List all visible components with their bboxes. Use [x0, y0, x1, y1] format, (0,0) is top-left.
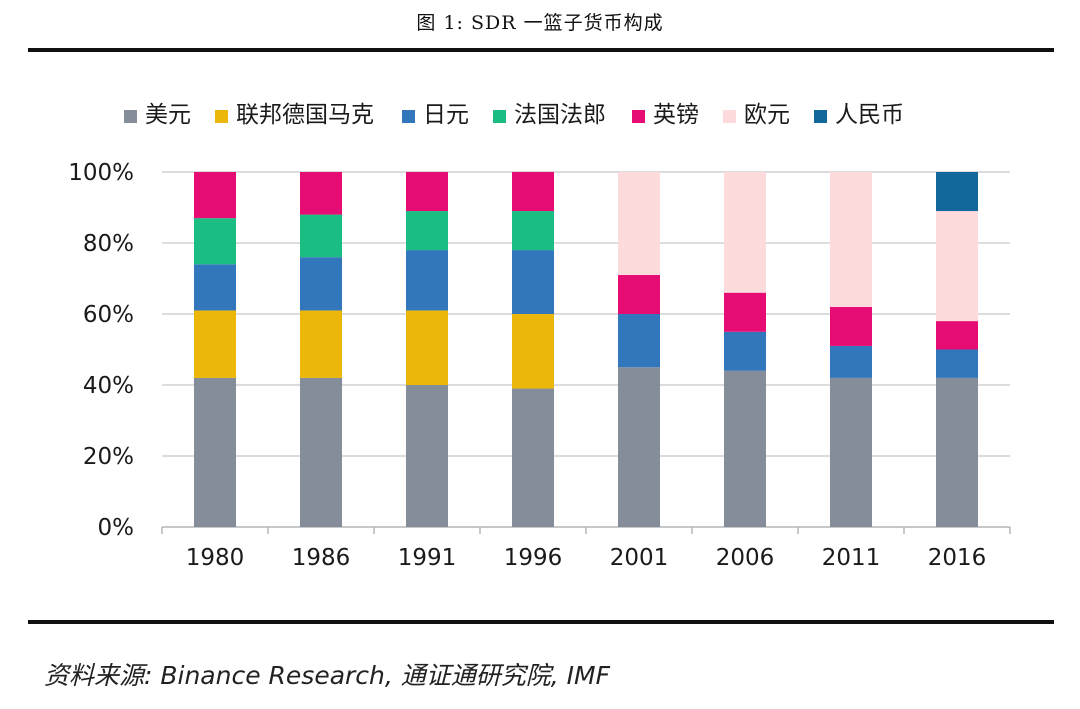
bar-segment — [830, 377, 872, 527]
legend-swatch — [493, 110, 506, 123]
legend-swatch — [124, 110, 137, 123]
bar-segment — [724, 370, 766, 527]
bar-segment — [830, 306, 872, 346]
bar-segment — [194, 377, 236, 527]
bar-segment — [194, 310, 236, 378]
legend-swatch — [402, 110, 415, 123]
bar-segment — [300, 310, 342, 378]
bottom-rule — [28, 620, 1054, 624]
x-tick-label: 1996 — [504, 545, 563, 571]
bar-segment — [936, 172, 978, 212]
bar-segment — [406, 385, 448, 527]
legend-label: 法国法郎 — [514, 102, 606, 128]
legend-swatch — [814, 110, 827, 123]
legend-label: 欧元 — [744, 102, 790, 128]
bar-segment — [512, 314, 554, 389]
legend-label: 美元 — [145, 102, 191, 128]
x-tick-label: 2011 — [822, 545, 881, 571]
x-tick-label: 1980 — [186, 545, 245, 571]
source-note: 资料来源: Binance Research, 通证通研究院, IMF — [44, 661, 611, 690]
y-tick-label: 60% — [83, 302, 134, 328]
legend-swatch — [723, 110, 736, 123]
bar-segment — [512, 211, 554, 251]
bar-segment — [406, 211, 448, 251]
bar-segment — [618, 367, 660, 527]
bar-segment — [194, 264, 236, 311]
stacked-bar-chart: 0% 20% 40% 60% 80% 100% 1980 1986 1991 1996 2001 20… — [68, 102, 1011, 571]
bar-segment — [512, 250, 554, 314]
bar-segment — [936, 377, 978, 527]
y-tick-label: 20% — [83, 444, 134, 470]
bar-segment — [936, 349, 978, 378]
bar-segment — [300, 377, 342, 527]
figure-title: 图 1: SDR 一篮子货币构成 — [416, 12, 664, 34]
x-tick-label: 1986 — [292, 545, 351, 571]
bar-segment — [300, 257, 342, 311]
legend-swatch — [215, 110, 228, 123]
x-tick-label: 2001 — [610, 545, 669, 571]
x-tick-label: 2016 — [928, 545, 987, 571]
bar-segment — [406, 310, 448, 385]
x-tick-label: 2006 — [716, 545, 775, 571]
bar-segment — [194, 218, 236, 265]
y-tick-label: 40% — [83, 373, 134, 399]
legend-label: 英镑 — [653, 102, 699, 128]
bar-segment — [406, 172, 448, 212]
bar-segment — [512, 172, 554, 212]
bar-segment — [300, 214, 342, 258]
y-tick-label: 80% — [83, 231, 134, 257]
bar-segment — [936, 211, 978, 322]
top-rule — [28, 48, 1054, 52]
bar-segment — [724, 331, 766, 371]
legend-label: 人民币 — [835, 102, 904, 128]
y-tick-label: 100% — [68, 160, 134, 186]
x-tick-label: 1991 — [398, 545, 457, 571]
bar-segment — [724, 292, 766, 332]
legend-label: 联邦德国马克 — [236, 102, 374, 128]
bar-segment — [618, 274, 660, 314]
bar-segment — [936, 321, 978, 350]
legend-swatch — [632, 110, 645, 123]
bar-segment — [300, 172, 342, 215]
bar-segment — [406, 250, 448, 311]
bar-segment — [194, 172, 236, 219]
bar-segment — [830, 345, 872, 378]
bar-segment — [724, 172, 766, 293]
bar-segment — [512, 388, 554, 527]
bar-segment — [618, 172, 660, 275]
legend-label: 日元 — [423, 102, 469, 128]
bar-segment — [830, 172, 872, 307]
bar-segment — [618, 314, 660, 368]
y-tick-label: 0% — [98, 515, 135, 541]
